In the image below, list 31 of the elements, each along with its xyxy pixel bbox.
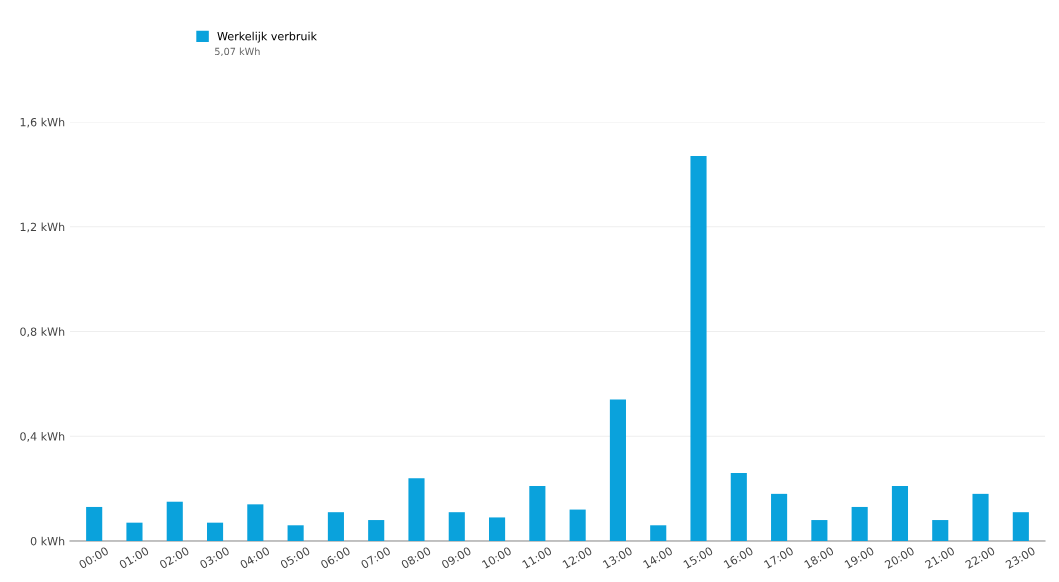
bar bbox=[569, 509, 586, 541]
bar bbox=[126, 522, 143, 541]
y-tick-label: 1,6 kWh bbox=[20, 117, 65, 128]
bar bbox=[287, 525, 304, 541]
bar bbox=[368, 520, 385, 541]
bar bbox=[771, 493, 788, 541]
y-tick-label: 1,2 kWh bbox=[20, 222, 65, 233]
bar bbox=[206, 522, 224, 541]
bar bbox=[851, 506, 868, 541]
bar bbox=[408, 478, 425, 541]
bar bbox=[730, 472, 747, 541]
bar bbox=[891, 486, 909, 541]
bar bbox=[86, 506, 103, 541]
y-tick-label: 0,8 kWh bbox=[20, 327, 65, 338]
legend-label: Werkelijk verbruik bbox=[217, 31, 317, 43]
bar bbox=[1012, 512, 1029, 541]
bar bbox=[609, 399, 626, 541]
bar bbox=[972, 493, 989, 541]
bar bbox=[247, 504, 264, 541]
text: 5,07 kWh bbox=[215, 47, 260, 57]
bar bbox=[166, 501, 183, 541]
bar bbox=[932, 520, 949, 541]
bar bbox=[489, 517, 506, 541]
bar bbox=[327, 512, 344, 541]
bar bbox=[650, 525, 667, 541]
bar bbox=[448, 512, 465, 541]
y-tick-label: 0,4 kWh bbox=[20, 432, 65, 442]
y-tick-label: 0 kWh bbox=[30, 536, 65, 546]
bar bbox=[690, 156, 707, 541]
bar bbox=[811, 520, 828, 541]
bar bbox=[529, 486, 546, 541]
